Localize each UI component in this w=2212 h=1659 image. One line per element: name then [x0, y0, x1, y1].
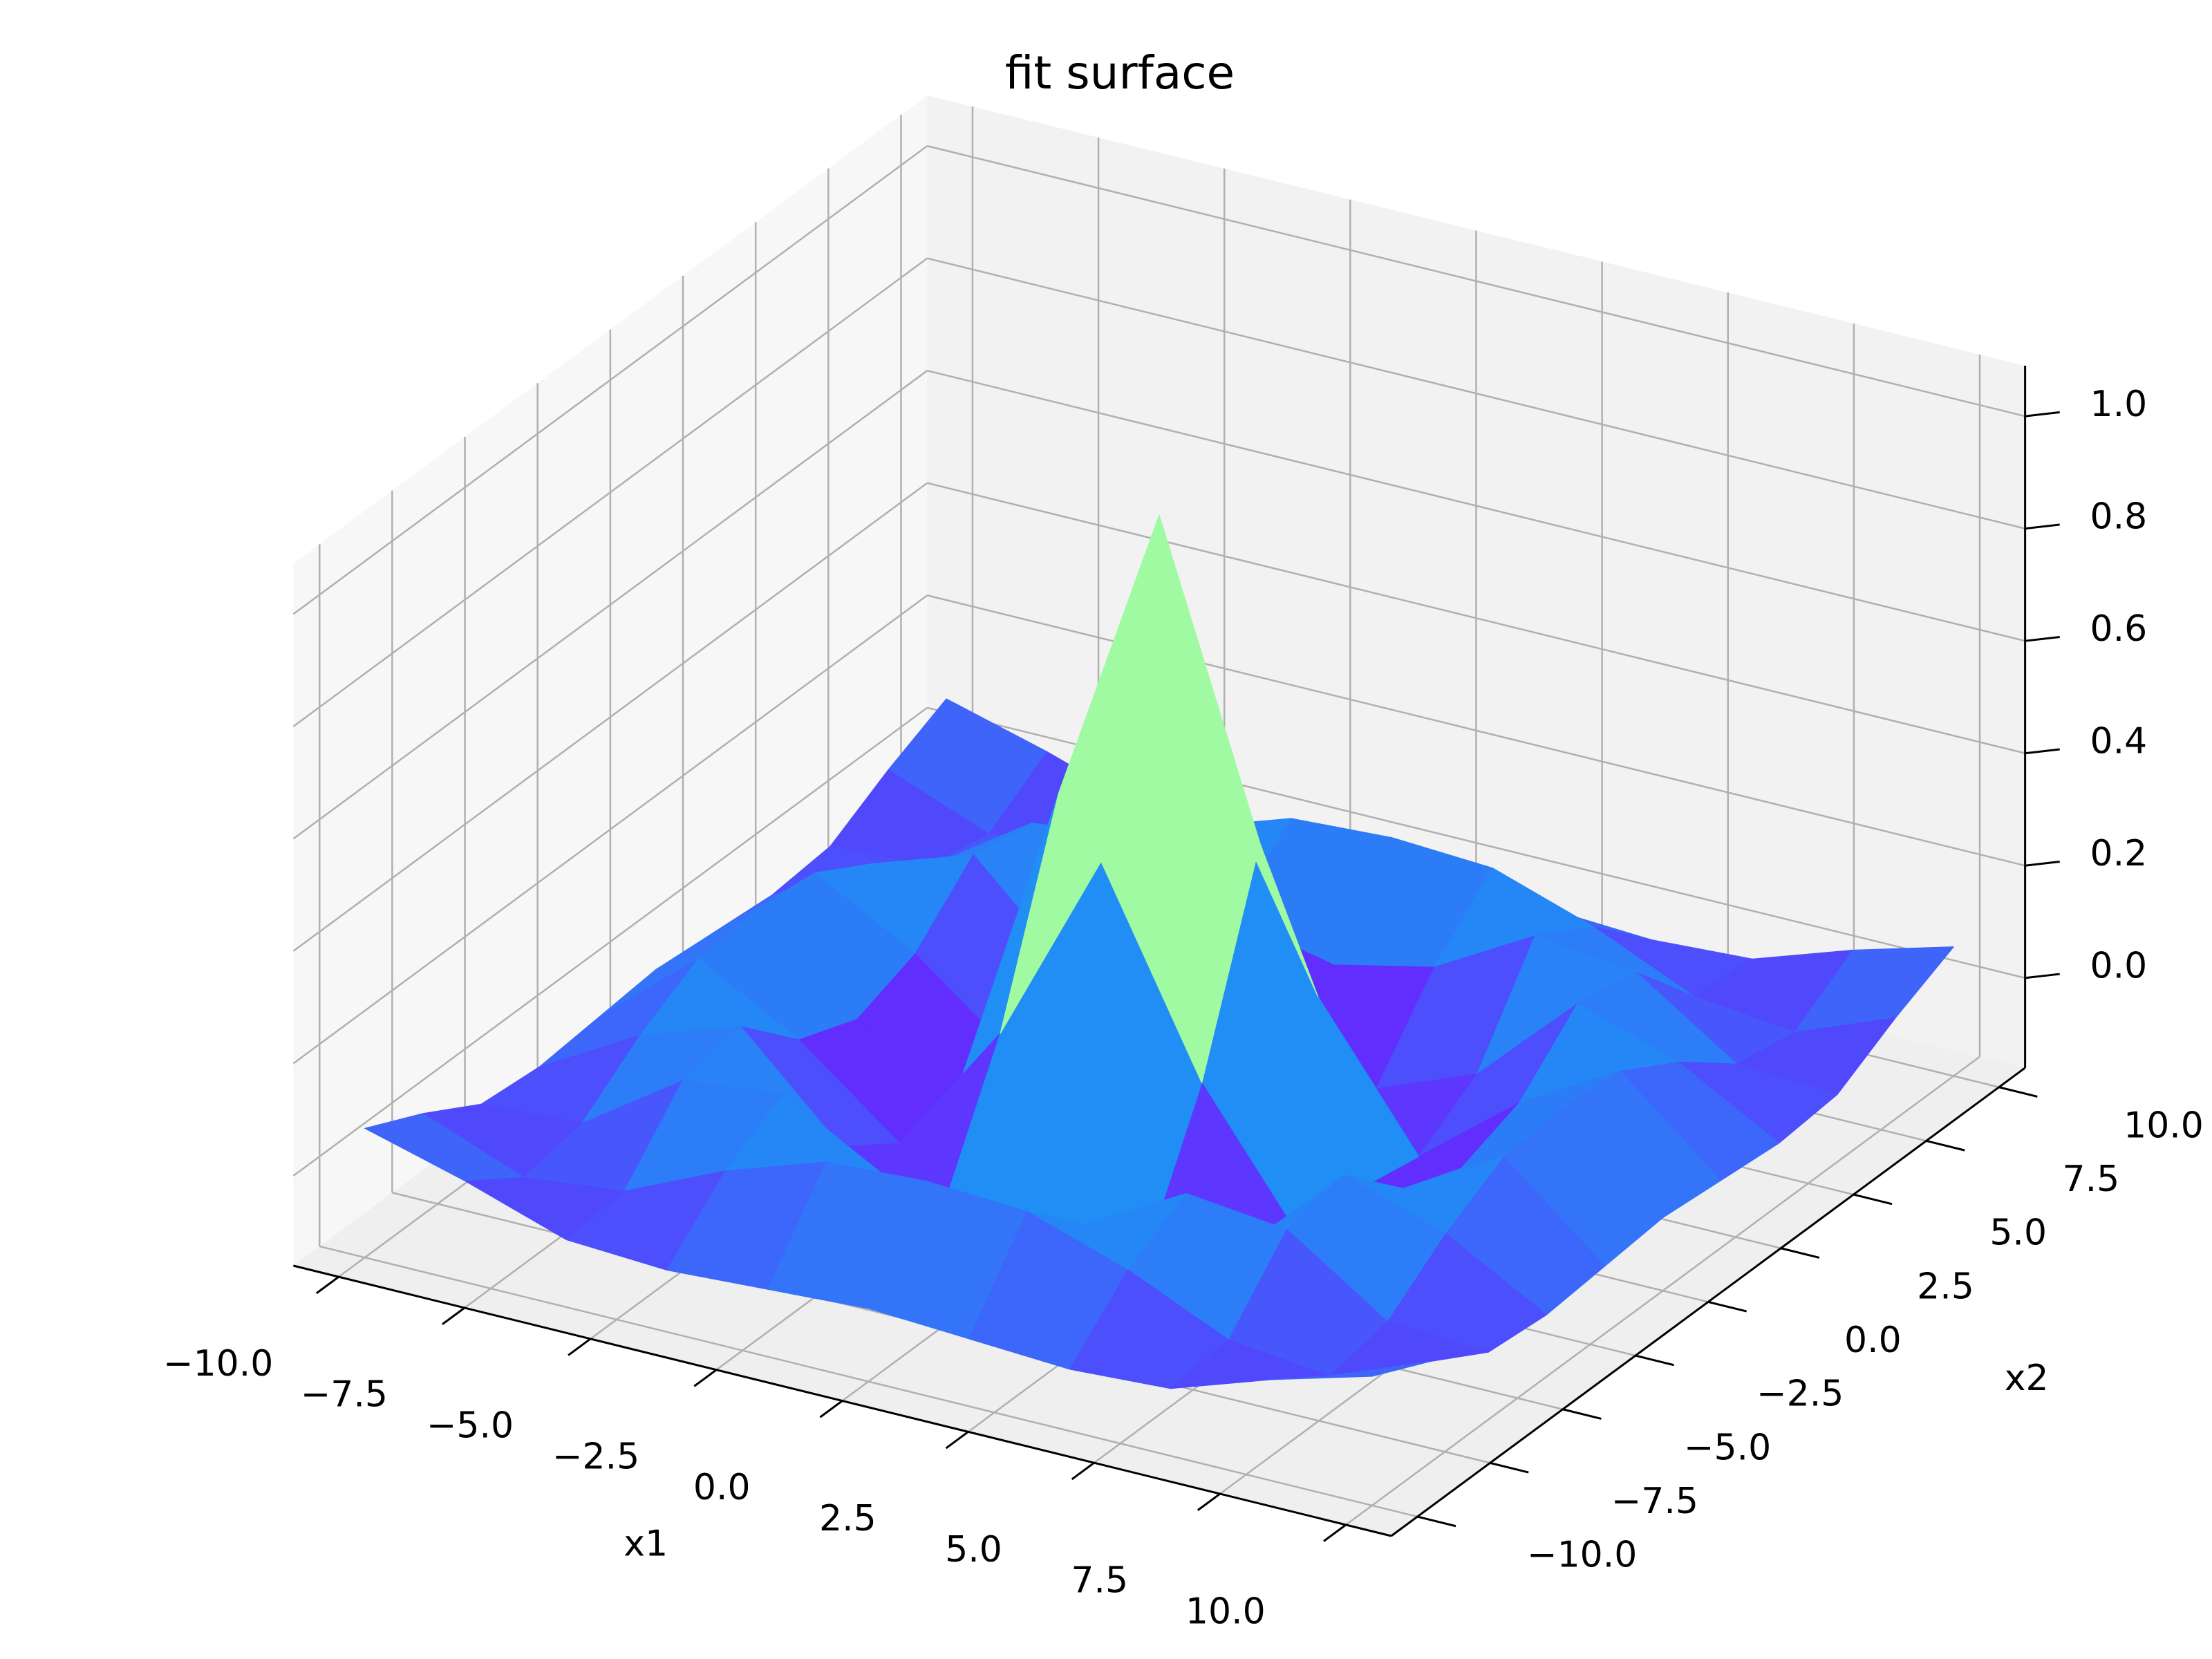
grid-line	[292, 594, 928, 1065]
z-tick-label: 0.6	[2090, 608, 2148, 650]
x-tick-label: 0.0	[693, 1467, 751, 1508]
tick-mark	[2025, 635, 2060, 642]
x-tick-label: −2.5	[552, 1436, 639, 1477]
grid-line	[292, 706, 928, 1177]
tick-mark	[1562, 1408, 1602, 1420]
grid-line	[292, 482, 928, 952]
y-tick-label: −7.5	[1611, 1481, 1698, 1522]
z-tick-label: 0.8	[2090, 496, 2148, 537]
grid-line	[927, 369, 2025, 642]
tick-mark	[2025, 973, 2060, 980]
tick-mark	[945, 1431, 969, 1450]
z-tick-label: 0.2	[2090, 833, 2148, 874]
tick-mark	[442, 1306, 465, 1325]
tick-mark	[1071, 1461, 1095, 1481]
tick-mark	[1417, 1515, 1456, 1528]
x-tick-label: 7.5	[1071, 1560, 1128, 1602]
y-tick-label: −5.0	[1684, 1427, 1771, 1468]
grid-line	[927, 257, 2025, 529]
y-axis-label: x2	[2005, 1358, 2049, 1399]
tick-mark	[2025, 748, 2060, 755]
z-tick-label: 0.0	[2090, 945, 2148, 986]
tick-mark	[1490, 1461, 1529, 1474]
y-tick-label: 7.5	[2062, 1159, 2119, 1200]
y-tick-label: 0.0	[1844, 1320, 1902, 1361]
tick-mark	[819, 1400, 843, 1418]
grid-line	[927, 144, 2025, 418]
x-axis	[293, 1264, 1391, 1537]
y-tick-label: 10.0	[2124, 1105, 2204, 1146]
tick-mark	[1197, 1492, 1221, 1511]
x-tick-label: −5.0	[427, 1405, 514, 1447]
y-tick-label: 5.0	[1989, 1212, 2047, 1254]
y-tick-label: −2.5	[1756, 1374, 1844, 1415]
grid-line	[292, 257, 928, 727]
tick-mark	[315, 1275, 339, 1295]
grid-line	[292, 370, 928, 840]
y-tick-label: 2.5	[1917, 1266, 1974, 1307]
x-tick-label: 10.0	[1185, 1591, 1266, 1633]
tick-mark	[1998, 1086, 2038, 1098]
surface-face	[1271, 1360, 1431, 1380]
tick-mark	[1853, 1193, 1893, 1206]
chart-title: fit surface	[1005, 46, 1235, 100]
tick-mark	[2025, 411, 2060, 418]
x-tick-label: −7.5	[301, 1374, 388, 1416]
tick-mark	[693, 1369, 718, 1387]
y-tick-label: −10.0	[1527, 1535, 1637, 1576]
tick-mark	[568, 1338, 592, 1356]
grid-line	[292, 145, 928, 615]
tick-mark	[1707, 1300, 1747, 1313]
x-tick-label: −10.0	[163, 1343, 273, 1385]
tick-mark	[1926, 1139, 1965, 1152]
z-tick-label: 0.4	[2090, 720, 2148, 762]
surface-face	[1100, 514, 1261, 1084]
tick-mark	[2025, 523, 2060, 530]
grid-line	[927, 594, 2025, 867]
grid-line	[927, 482, 2025, 754]
tick-mark	[1780, 1247, 1820, 1259]
x-tick-label: 2.5	[819, 1498, 877, 1539]
x-tick-label: 5.0	[945, 1529, 1002, 1571]
tick-mark	[1323, 1524, 1347, 1542]
x-axis-label: x1	[624, 1523, 668, 1564]
z-tick-label: 1.0	[2090, 384, 2148, 425]
tick-mark	[2025, 861, 2060, 867]
y-axis	[1390, 1067, 2026, 1537]
grid-line	[319, 1245, 1418, 1518]
tick-mark	[1635, 1354, 1674, 1367]
